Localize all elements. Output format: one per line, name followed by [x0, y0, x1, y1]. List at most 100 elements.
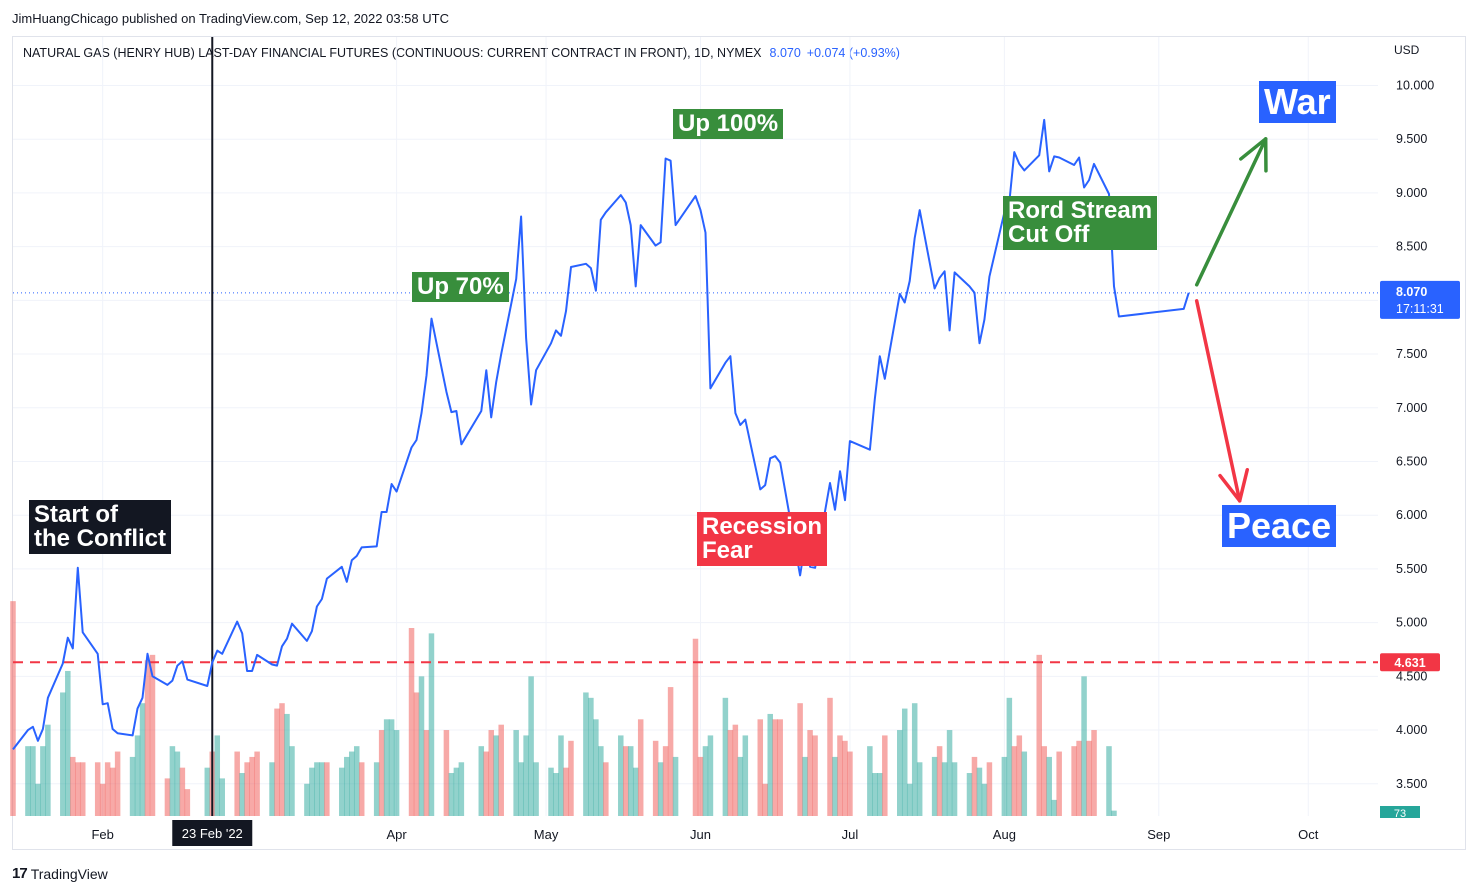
- war-arrow-head: [1239, 137, 1268, 173]
- volume-bar: [971, 756, 978, 816]
- volume-bar: [60, 692, 66, 816]
- volume-bar: [169, 746, 176, 816]
- volume-bar: [284, 713, 290, 816]
- volume-bar: [358, 762, 365, 816]
- volume-bar: [588, 697, 594, 816]
- volume-bar: [109, 767, 116, 816]
- volume-bar: [931, 756, 938, 816]
- volume-bar: [1056, 751, 1062, 816]
- volume-bar: [353, 746, 360, 816]
- volume-bar: [882, 735, 888, 816]
- volume-bar: [702, 746, 709, 816]
- volume-bar: [637, 719, 644, 816]
- volume-bar: [1021, 751, 1028, 816]
- price-label-box: [1380, 280, 1460, 319]
- volume-bar: [383, 719, 390, 816]
- price-line: [12, 118, 1190, 751]
- y-tick-label: 6.000: [1396, 508, 1427, 522]
- volume-bar: [45, 724, 51, 816]
- volume-bar: [727, 730, 734, 816]
- volume-bar: [134, 735, 141, 816]
- volume-bar: [553, 773, 559, 816]
- volume-bar: [797, 703, 803, 816]
- volume-bar: [757, 719, 764, 816]
- volume-bar: [244, 762, 250, 816]
- volume-bar: [10, 601, 16, 816]
- annotation-line: Recession: [702, 513, 823, 540]
- volume-bar: [1036, 654, 1042, 816]
- volume-bar: [667, 687, 674, 816]
- volume-bar: [812, 735, 818, 816]
- y-tick-label: 9.500: [1396, 132, 1427, 146]
- chart-frame: [12, 36, 1466, 850]
- volume-bar: [94, 762, 101, 816]
- volume-bar: [533, 762, 539, 816]
- volume-bar: [99, 783, 106, 816]
- volume-bar: [513, 730, 519, 816]
- annotation-line: Start of: [34, 501, 118, 528]
- volume-bar: [827, 697, 833, 816]
- volume-bar: [35, 783, 41, 816]
- volume-bar: [662, 746, 669, 816]
- volume-bar: [239, 773, 245, 816]
- annotation-up-100: Up 100%: [673, 109, 784, 139]
- volume-bar: [324, 762, 330, 816]
- volume-bar: [1006, 697, 1013, 816]
- volume-bar: [344, 756, 350, 816]
- x-tick-label: Sep: [1147, 827, 1170, 842]
- volume-bar: [772, 719, 778, 816]
- volume-bar: [339, 767, 345, 816]
- volume-bar: [623, 746, 629, 816]
- price-change: +0.074 (+0.93%): [806, 46, 900, 60]
- volume-bar: [842, 740, 848, 816]
- volume-bar: [807, 730, 813, 816]
- y-tick-label: 9.000: [1396, 186, 1427, 200]
- x-tick-label: May: [534, 827, 559, 842]
- volume-bar: [981, 783, 988, 816]
- volume-bar: [1011, 746, 1018, 816]
- volume-bar: [847, 751, 853, 816]
- volume-bar: [104, 762, 111, 816]
- volume-bar: [408, 628, 415, 816]
- publisher-line: JimHuangChicago published on TradingView…: [12, 11, 449, 26]
- y-tick-label: 7.000: [1396, 401, 1427, 415]
- volume-bar: [174, 751, 181, 816]
- y-tick-label: 6.500: [1396, 454, 1427, 468]
- volume-bar: [1016, 735, 1023, 816]
- volume-bar: [951, 762, 958, 816]
- volume-bar: [40, 746, 46, 816]
- x-axis: Feb Apr May Jun Jul Aug Sep Oct: [91, 827, 1318, 842]
- volume-bar: [483, 751, 490, 816]
- volume-bar: [906, 783, 913, 816]
- y-tick-label: 10.000: [1396, 78, 1434, 92]
- volume-bar: [423, 730, 430, 816]
- war-arrow-shaft: [1194, 137, 1268, 287]
- price-countdown: 17:11:31: [1396, 302, 1444, 316]
- volume-bar: [548, 767, 554, 816]
- annotation-war: War: [1259, 81, 1336, 123]
- reference-line: [13, 292, 1378, 664]
- volume-bar: [563, 767, 569, 816]
- volume-bar: [418, 676, 425, 816]
- annotation-line: War: [1264, 81, 1331, 122]
- annotation-line: Peace: [1227, 505, 1332, 546]
- tradingview-logo[interactable]: 17 TradingView: [12, 865, 108, 882]
- volume-bar: [672, 756, 679, 816]
- y-tick-label: 8.500: [1396, 240, 1427, 254]
- volume-bar: [139, 703, 146, 816]
- annotation-line: Fear: [702, 537, 753, 564]
- volume-bar: [413, 692, 420, 816]
- reference-label-box: [1380, 653, 1440, 672]
- volume-bar: [319, 762, 325, 816]
- tradingview-logo-icon: 17: [12, 865, 28, 882]
- volume-bar: [314, 762, 320, 816]
- annotation-recession-fear: Recession Fear: [697, 512, 828, 566]
- volume-bar: [867, 746, 873, 816]
- volume-bar: [254, 751, 260, 816]
- volume-bar: [593, 719, 599, 816]
- volume-bar: [897, 730, 903, 816]
- x-tick-label: Apr: [386, 827, 407, 842]
- price-label: 8.070: [1396, 285, 1427, 299]
- volume-bar: [70, 756, 76, 816]
